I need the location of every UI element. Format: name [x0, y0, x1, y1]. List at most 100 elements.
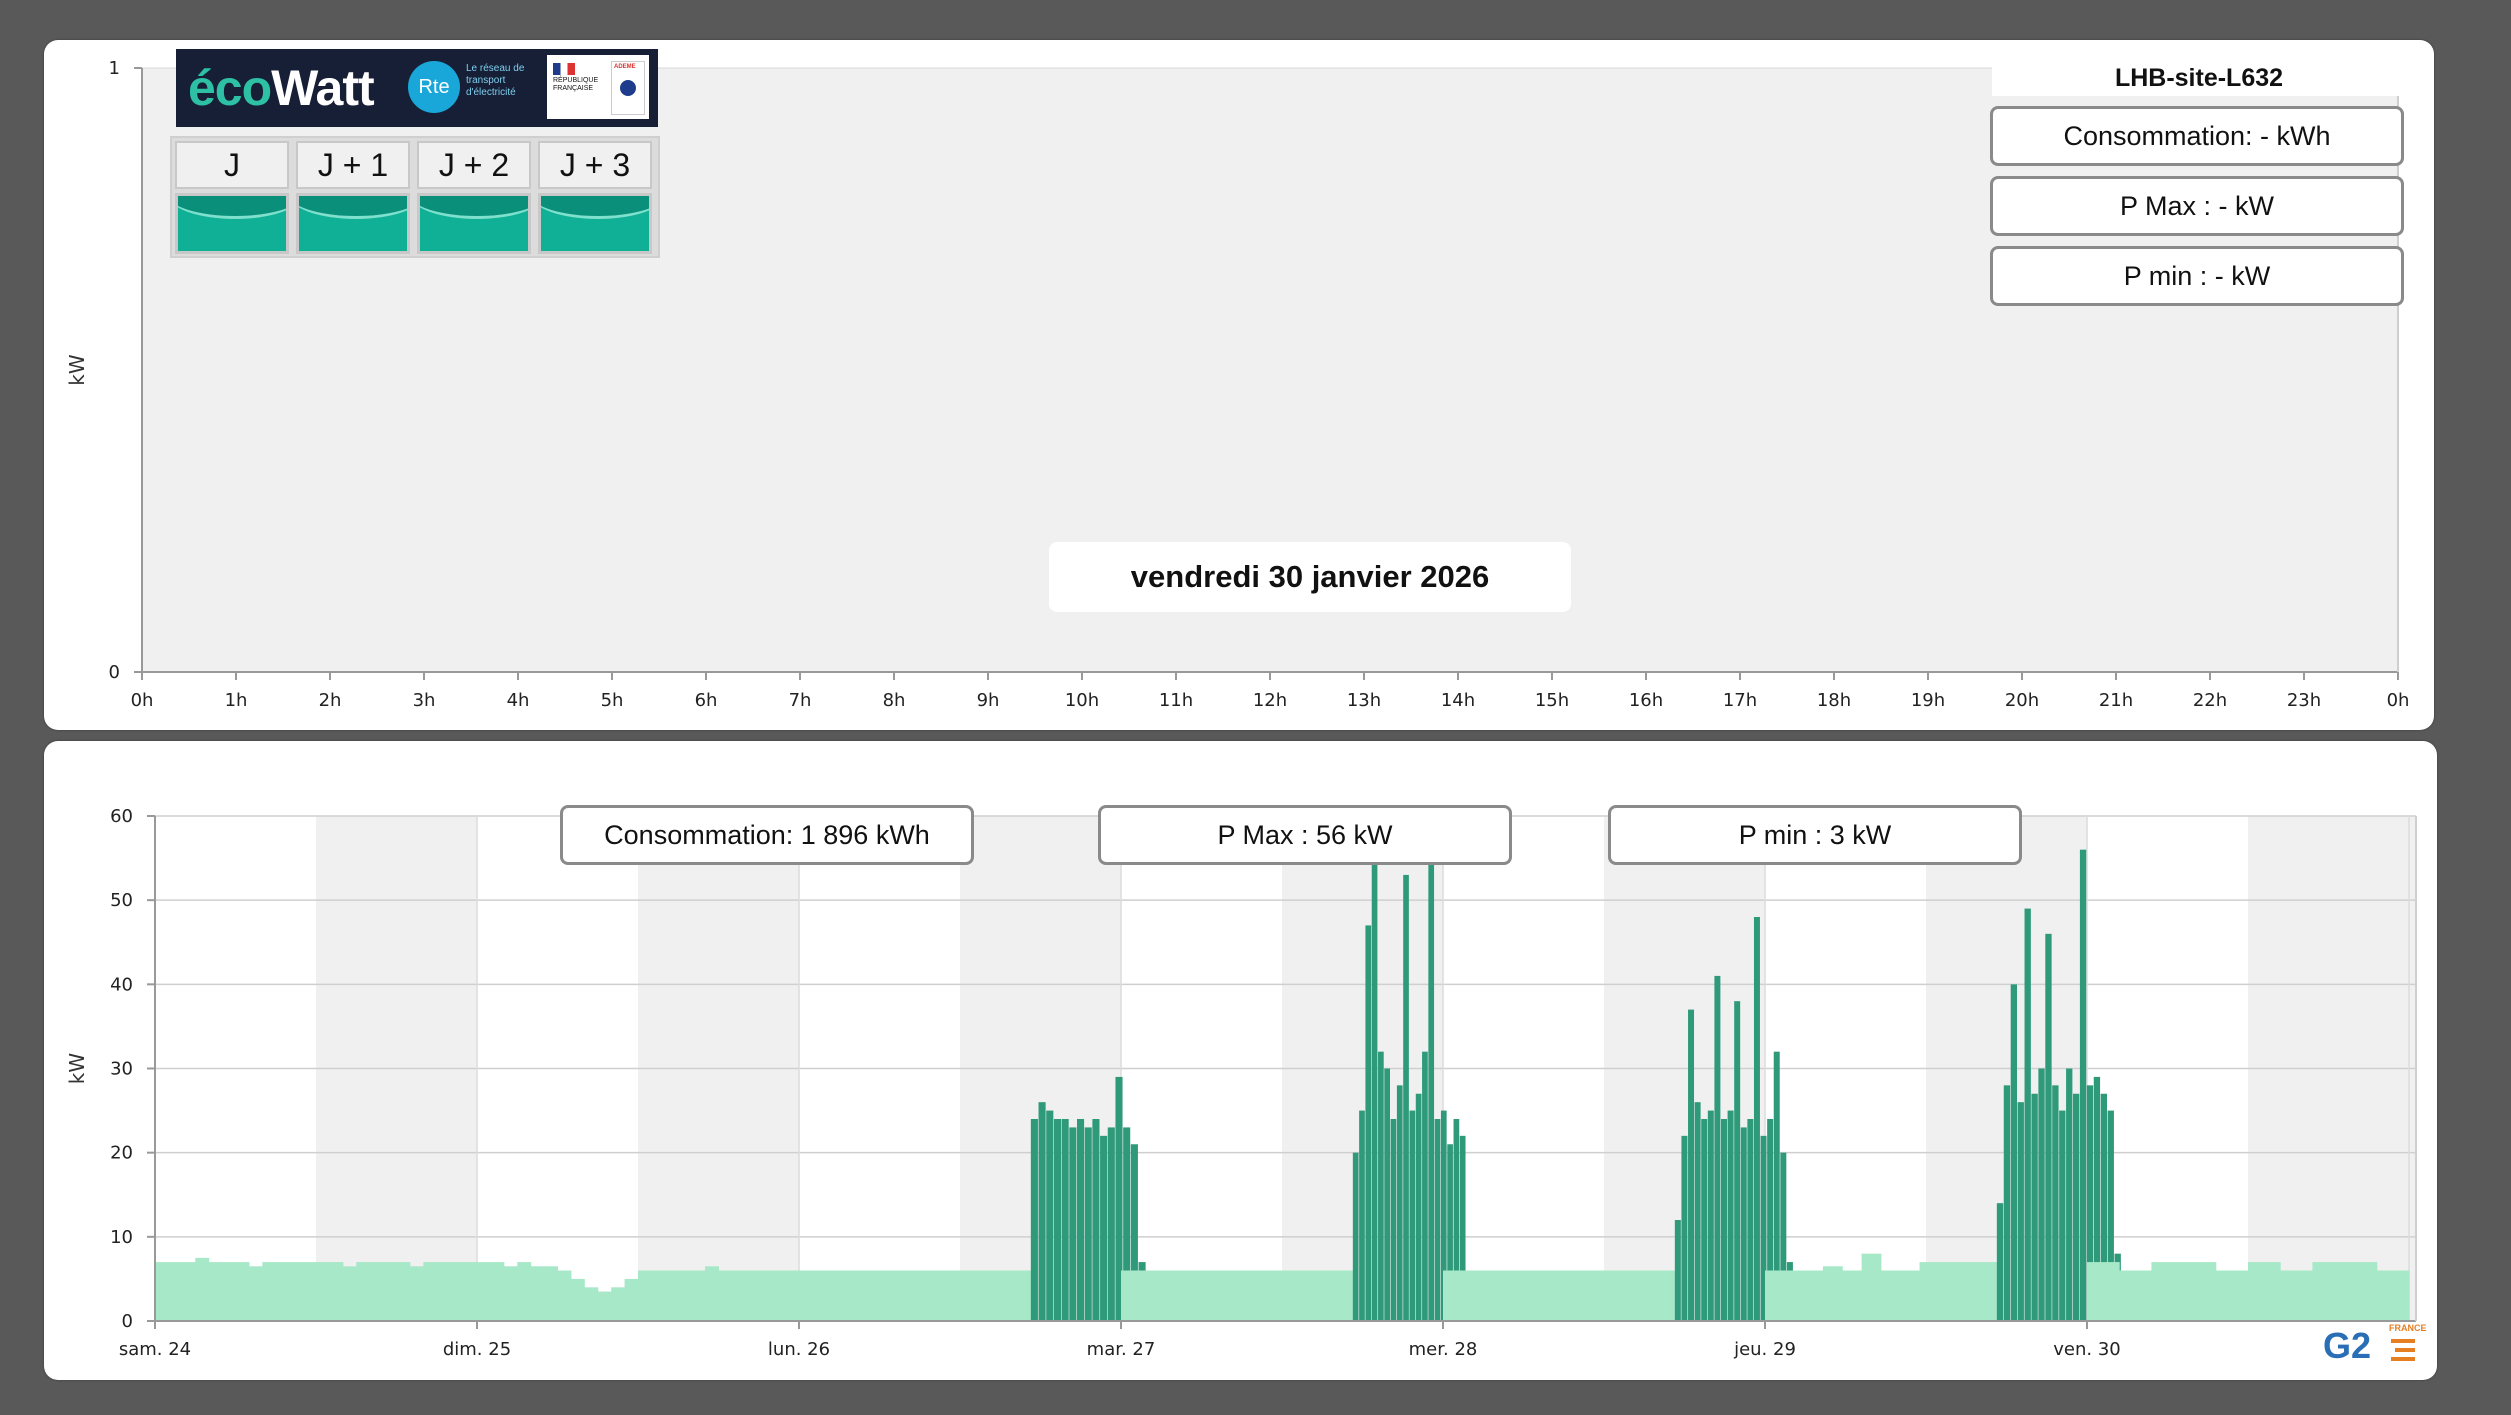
base-load-bar [463, 1262, 478, 1321]
base-load-bar [1500, 1270, 1521, 1321]
peak-load-bar [1030, 1119, 1038, 1321]
base-load-bar [275, 1262, 290, 1321]
base-load-bar [611, 1287, 626, 1321]
peak-load-bar [1352, 1152, 1359, 1321]
x-tick-label: 0h [2387, 690, 2410, 711]
x-tick-label: 2h [319, 690, 342, 711]
x-tick-label: 17h [1723, 690, 1757, 711]
base-load-bar [1958, 1262, 1979, 1321]
base-load-bar [597, 1291, 612, 1321]
base-load-bar [1597, 1270, 1618, 1321]
day-status-cell [538, 193, 652, 254]
y-tick-label: 30 [110, 1059, 133, 1080]
base-load-bar [691, 1270, 706, 1321]
g2-logo: G2 FRANCE [2323, 1323, 2427, 1366]
base-load-bar [155, 1262, 169, 1321]
weekly-consumption-box: Consommation: 1 896 kWh [560, 805, 974, 865]
peak-load-bar [1727, 1110, 1734, 1321]
day-label: J + 2 [417, 141, 531, 189]
peak-load-bar [1714, 975, 1721, 1321]
base-load-bar [834, 1270, 854, 1321]
base-load-bar [570, 1278, 585, 1321]
peak-load-bar [2100, 1093, 2108, 1321]
peak-load-bar [1996, 1203, 2004, 1321]
base-load-bar [1217, 1270, 1238, 1321]
x-tick-label: 8h [883, 690, 906, 711]
y-tick-label: 50 [110, 890, 133, 911]
base-load-bar [1256, 1270, 1277, 1321]
base-load-bar [1822, 1266, 1843, 1321]
peak-load-bar [2017, 1102, 2024, 1321]
base-load-bar [1198, 1270, 1219, 1321]
base-load-bar [638, 1270, 652, 1321]
base-load-bar [2119, 1270, 2152, 1321]
base-load-bar [906, 1270, 925, 1321]
peak-load-bar [1115, 1076, 1123, 1321]
base-load-bar [1880, 1270, 1901, 1321]
base-load-bar [785, 1270, 800, 1321]
day-bars-group [155, 1257, 478, 1321]
peak-load-bar [1428, 849, 1435, 1321]
x-tick-label: 5h [601, 690, 624, 711]
peak-load-bar [1130, 1144, 1138, 1321]
base-load-bar [356, 1262, 371, 1321]
base-load-bar [1013, 1270, 1032, 1321]
day-bars-group [799, 1076, 1169, 1321]
base-load-bar [2183, 1262, 2217, 1321]
weekly-pmin-box: P min : 3 kW [1608, 805, 2022, 865]
base-load-bar [888, 1270, 907, 1321]
peak-load-bar [1371, 849, 1378, 1321]
base-load-bar [248, 1266, 263, 1321]
peak-load-bar [1720, 1119, 1727, 1321]
peak-load-bar [1061, 1119, 1069, 1321]
day-label: J + 3 [538, 141, 652, 189]
y-tick-label: 60 [110, 806, 133, 827]
base-load-bar [423, 1262, 438, 1321]
base-load-bar [1481, 1270, 1502, 1321]
x-tick-label: 21h [2099, 690, 2133, 711]
base-load-bar [2344, 1262, 2378, 1321]
peak-load-bar [1734, 1001, 1741, 1321]
base-load-bar [544, 1266, 558, 1321]
base-load-bar [870, 1270, 889, 1321]
day-bars-group [1443, 917, 1813, 1321]
base-load-bar [2087, 1262, 2120, 1321]
peak-load-bar [1076, 1119, 1085, 1321]
base-load-bar [624, 1278, 639, 1321]
peak-load-bar [2003, 1085, 2011, 1321]
peak-load-bar [1046, 1110, 1054, 1321]
base-load-bar [316, 1262, 330, 1321]
base-load-bar [1919, 1262, 1940, 1321]
x-tick-label: 16h [1629, 690, 1663, 711]
x-tick-label: 10h [1065, 690, 1099, 711]
x-tick-label: dim. 25 [443, 1339, 511, 1360]
x-tick-label: jeu. 29 [1733, 1339, 1796, 1360]
x-tick-label: 18h [1817, 690, 1851, 711]
x-tick-label: sam. 24 [119, 1339, 191, 1360]
base-load-bar [852, 1270, 871, 1321]
base-load-bar [2280, 1270, 2313, 1321]
peak-load-bar [1453, 1119, 1460, 1321]
base-load-bar [941, 1270, 961, 1321]
french-flag-icon [553, 63, 575, 75]
base-load-bar [168, 1262, 183, 1321]
peak-load-bar [2010, 984, 2018, 1321]
base-load-bar [222, 1262, 236, 1321]
peak-load-bar [1434, 1119, 1441, 1321]
day-bars-group [477, 1262, 800, 1321]
peak-load-bar [1107, 1127, 1115, 1321]
peak-load-bar [1422, 1051, 1428, 1321]
base-load-bar [1938, 1262, 1959, 1321]
base-load-bar [181, 1262, 196, 1321]
peak-load-bar [2086, 1085, 2094, 1321]
peak-load-bar [1773, 1051, 1780, 1321]
base-load-bar [2215, 1270, 2249, 1321]
peak-load-bar [1447, 1144, 1453, 1321]
peak-load-bar [1753, 917, 1760, 1321]
base-load-bar [503, 1266, 518, 1321]
base-load-bar [436, 1262, 451, 1321]
peak-load-bar [2079, 849, 2087, 1321]
x-tick-label: 6h [695, 690, 718, 711]
base-load-bar [584, 1287, 599, 1321]
